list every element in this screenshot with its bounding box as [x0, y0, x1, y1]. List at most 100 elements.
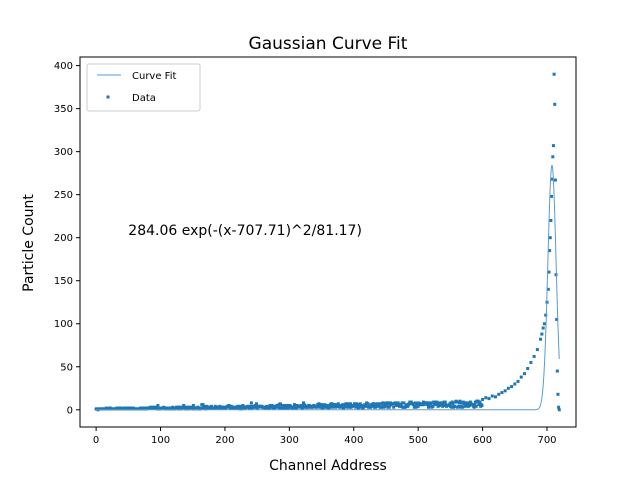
data-point: [414, 405, 418, 409]
data-point: [270, 403, 274, 407]
data-point: [319, 404, 323, 408]
y-tick-label: 350: [54, 104, 73, 115]
data-point: [478, 400, 482, 404]
plot-frame: [79, 56, 577, 428]
fit-curve-line: [96, 164, 560, 411]
data-point: [301, 405, 305, 409]
data-point: [302, 401, 306, 405]
data-point: [481, 397, 485, 401]
data-point: [328, 405, 332, 409]
data-point: [506, 386, 510, 390]
data-point: [529, 360, 533, 364]
data-point: [280, 403, 284, 407]
data-point: [451, 402, 455, 406]
data-point: [429, 401, 433, 405]
y-tick-label: 400: [54, 61, 73, 72]
data-point: [473, 403, 477, 407]
data-point: [468, 403, 472, 407]
data-point: [450, 400, 454, 404]
y-axis-title: Particle Count: [21, 194, 37, 292]
data-point: [385, 403, 389, 407]
data-point: [553, 178, 557, 182]
data-point: [306, 405, 310, 409]
data-point: [540, 332, 544, 336]
plot-area: 0 100 200 300 400 500 600 700 0 50 100 150 200 250 300…: [54, 56, 577, 446]
data-point: [354, 405, 358, 409]
data-point: [364, 404, 368, 408]
data-point: [346, 402, 350, 406]
x-tick-label: 0: [93, 435, 99, 446]
data-point: [551, 155, 555, 159]
data-point: [406, 404, 410, 408]
data-point: [416, 403, 420, 407]
data-point: [370, 404, 374, 408]
y-tick-label: 300: [54, 147, 73, 158]
legend-box: [86, 63, 201, 112]
data-point: [320, 403, 324, 407]
data-point: [484, 396, 488, 400]
x-tick-label: 400: [344, 435, 363, 446]
data-point: [457, 404, 461, 408]
y-tick-label: 100: [54, 319, 73, 330]
data-point: [283, 404, 287, 408]
data-point: [253, 403, 257, 407]
x-tick-label: 200: [215, 435, 234, 446]
data-point: [394, 401, 398, 405]
data-point: [544, 313, 548, 317]
data-point: [300, 403, 304, 407]
data-point: [332, 403, 336, 407]
data-point: [432, 400, 436, 404]
data-point: [557, 405, 561, 409]
data-point: [513, 382, 517, 386]
y-tick-label: 200: [54, 233, 73, 244]
data-point: [400, 401, 404, 405]
data-point: [341, 403, 345, 407]
data-point: [474, 404, 478, 408]
data-point: [497, 392, 501, 396]
data-point: [477, 403, 481, 407]
data-point: [422, 403, 426, 407]
data-point: [338, 405, 342, 409]
data-point: [426, 401, 430, 405]
data-point: [546, 287, 550, 291]
data-point: [392, 405, 396, 409]
data-point: [265, 404, 269, 408]
data-point: [453, 404, 457, 408]
data-point: [201, 403, 205, 407]
data-point: [276, 405, 280, 409]
data-point: [519, 375, 523, 379]
x-tick-label: 100: [151, 435, 170, 446]
data-point: [399, 403, 403, 407]
data-point: [542, 322, 546, 326]
y-tick-label: 0: [67, 405, 73, 416]
data-point: [336, 402, 340, 406]
data-point: [458, 399, 462, 403]
data-point: [191, 403, 195, 407]
data-point: [358, 402, 362, 406]
data-point: [487, 397, 491, 401]
data-point: [551, 144, 555, 148]
data-point: [426, 405, 430, 409]
data-point: [490, 394, 494, 398]
x-axis-title: Channel Address: [269, 458, 387, 474]
data-point: [550, 177, 554, 181]
data-point: [450, 405, 454, 409]
data-point: [347, 403, 351, 407]
data-point: [235, 406, 239, 410]
data-point: [476, 399, 480, 403]
data-point: [441, 402, 445, 406]
data-point: [425, 403, 429, 407]
data-point: [535, 348, 539, 352]
data-point: [463, 404, 467, 408]
fit-equation-annotation: 284.06 exp(-(x-707.71)^2/81.17): [128, 223, 362, 239]
data-point: [342, 405, 346, 409]
data-point: [250, 406, 254, 410]
data-point: [441, 404, 445, 408]
data-point: [294, 406, 298, 410]
data-point: [356, 406, 360, 410]
data-point: [461, 400, 465, 404]
data-point: [555, 317, 559, 321]
data-point: [182, 403, 186, 407]
data-point: [374, 405, 378, 409]
data-point: [398, 404, 401, 408]
